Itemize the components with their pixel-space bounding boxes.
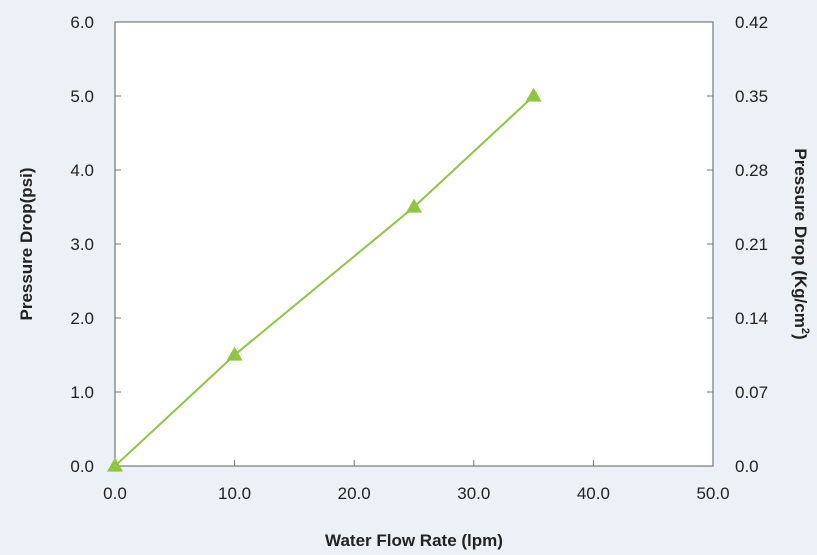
y-tick-label: 6.0 [70,13,94,32]
y-tick-label: 2.0 [70,309,94,328]
y-tick-label: 0.0 [70,457,94,476]
x-tick-label: 10.0 [218,484,251,503]
x-axis-title: Water Flow Rate (lpm) [325,531,503,550]
x-tick-label: 50.0 [696,484,729,503]
data-point-triangle [226,346,243,361]
x-axis-ticks: 0.0 10.0 20.0 30.0 40.0 50.0 [103,460,730,503]
y2-axis-ticks: 0.0 0.07 0.14 0.21 0.28 0.35 0.42 [707,13,768,476]
y2-axis-title: Pressure Drop (Kg/cm2) [791,148,811,339]
y-axis-title: Pressure Drop(psi) [17,167,36,320]
data-point-triangle [107,457,123,472]
y2-axis-title-close: ) [791,334,810,340]
y-tick-label: 3.0 [70,235,94,254]
y2-axis-title-superscript: 2 [799,328,811,334]
y2-tick-label: 0.42 [735,13,768,32]
x-tick-label: 30.0 [457,484,490,503]
plot-area [114,21,714,467]
x-tick-label: 40.0 [577,484,610,503]
y2-tick-label: 0.07 [735,383,768,402]
y-tick-label: 1.0 [70,383,94,402]
series-layer [107,87,542,472]
y2-tick-label: 0.0 [735,457,759,476]
y-axis-ticks: 0.0 1.0 2.0 3.0 4.0 5.0 6.0 [70,13,121,476]
series-line [114,95,535,467]
data-point-triangle [525,87,542,102]
y2-tick-label: 0.28 [735,161,768,180]
y2-tick-label: 0.21 [735,235,768,254]
x-tick-label: 20.0 [338,484,371,503]
data-point-triangle [406,198,422,213]
y2-tick-label: 0.14 [735,309,768,328]
y2-tick-label: 0.35 [735,87,768,106]
y-tick-label: 5.0 [70,87,94,106]
y2-axis-title-main: Pressure Drop (Kg/cm [791,148,810,328]
y-tick-label: 4.0 [70,161,94,180]
x-tick-label: 0.0 [103,484,127,503]
